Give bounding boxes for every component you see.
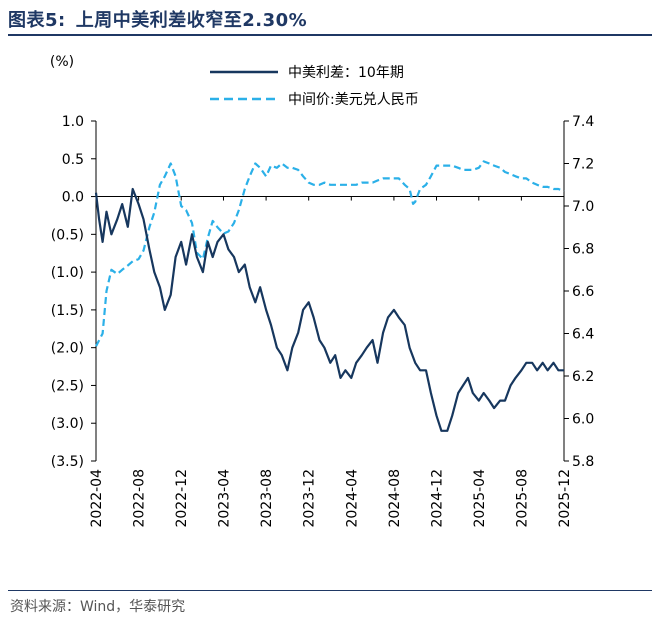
y-left-tick-label: (1.5): [51, 303, 84, 319]
y-left-tick-label: (3.0): [51, 416, 84, 432]
legend-label: 中美利差：10年期: [288, 65, 404, 81]
y-right-tick-label: 7.4: [572, 114, 594, 130]
legend-label: 中间价:美元兑人民币: [288, 92, 419, 108]
series-usdcny-line: [95, 160, 565, 347]
y-left-tick-label: (2.5): [51, 378, 84, 394]
x-tick-label: 2023-04: [216, 469, 232, 528]
y-right-tick-label: 7.2: [572, 157, 594, 173]
y-axis-right: 7.4 7.2 7.0 6.8 6.6 6.4 6.2 6.0 5.8: [563, 114, 594, 470]
source-divider: [8, 590, 652, 591]
y-left-tick-label: 0.5: [62, 152, 84, 168]
series-layer: [94, 160, 565, 432]
source-note: 资料来源：Wind，华泰研究: [10, 599, 186, 615]
y-left-tick-label: 0.0: [62, 190, 84, 206]
x-tick-label: 2023-08: [259, 469, 275, 528]
y-left-tick-label: 1.0: [62, 114, 84, 130]
y-left-tick-label: (2.0): [51, 341, 84, 357]
x-tick-label: 2023-12: [302, 469, 318, 528]
x-tick-label: 2022-12: [174, 469, 190, 528]
x-tick-label: 2022-04: [89, 469, 105, 528]
figure-title-bar: 图表5: 上周中美利差收窄至2.30%: [8, 6, 307, 32]
x-tick-label: 2022-08: [132, 469, 148, 528]
figure-title: 上周中美利差收窄至2.30%: [75, 10, 308, 31]
title-divider: [8, 34, 652, 36]
y-right-tick-label: 6.0: [572, 412, 594, 428]
y-axis-left: 1.0 0.5 0.0 (0.5) (1.0) (1.5) (2.0) (2.5) (3.0) (…: [51, 114, 97, 470]
x-tick-label: 2025-08: [514, 469, 530, 528]
y-right-tick-label: 6.8: [572, 242, 594, 258]
y-left-tick-label: (0.5): [51, 227, 84, 243]
y-left-tick-label: (3.5): [51, 454, 84, 470]
x-tick-label: 2025-12: [557, 469, 573, 528]
x-tick-label: 2025-04: [472, 469, 488, 528]
y-right-tick-label: 7.0: [572, 199, 594, 215]
x-axis: 2022-04 2022-08 2022-12 2023-04 2023-08 2023-…: [89, 196, 573, 528]
y-right-tick-label: 6.4: [572, 327, 594, 343]
y-right-tick-label: 6.6: [572, 284, 594, 300]
series-spread-10y-line: [94, 187, 564, 432]
y-left-tick-label: (1.0): [51, 265, 84, 281]
x-tick-label: 2024-08: [387, 469, 403, 528]
y-right-tick-label: 5.8: [572, 454, 594, 470]
figure-label: 图表5:: [8, 10, 66, 31]
x-tick-label: 2024-12: [430, 469, 446, 528]
y-left-unit-label: (%): [50, 54, 74, 70]
y-right-tick-label: 6.2: [572, 369, 594, 385]
x-tick-label: 2024-04: [344, 469, 360, 528]
